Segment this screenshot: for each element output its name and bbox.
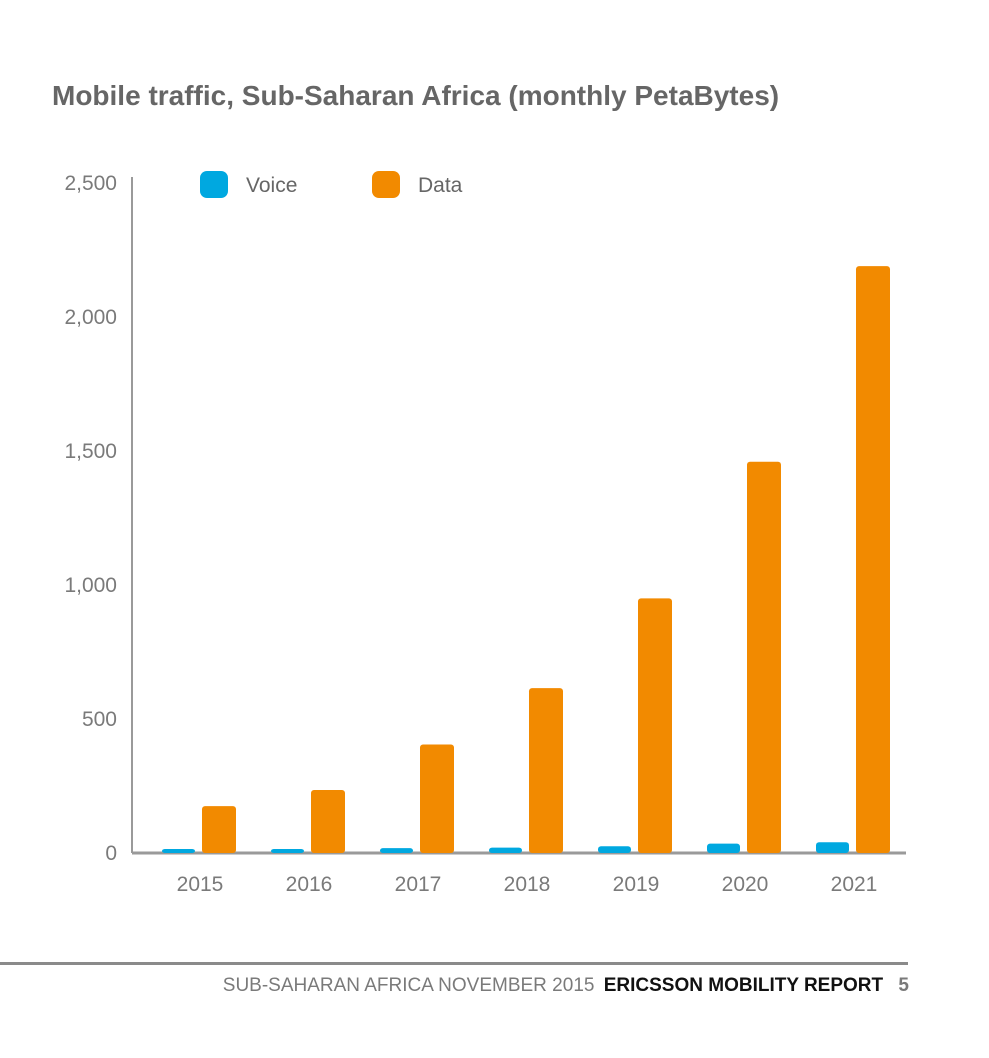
chart-title: Mobile traffic, Sub-Saharan Africa (mont… [52,80,780,111]
y-tick-label: 1,500 [64,440,117,463]
x-tick-label: 2021 [831,873,878,896]
footer-section: SUB-SAHARAN AFRICA NOVEMBER 2015 [222,975,595,996]
bar-data-2017 [420,744,454,853]
bar-data-2015 [202,806,236,853]
x-tick-label: 2015 [177,873,224,896]
bar-data-2019 [638,598,672,853]
x-tick-label: 2017 [395,873,442,896]
x-tick-label: 2018 [504,873,551,896]
y-tick-label: 1,000 [64,574,117,597]
y-tick-label: 0 [105,842,117,865]
bar-data-2021 [856,266,890,854]
bar-voice-2021 [816,842,849,853]
bar-voice-2018 [489,847,522,853]
legend-swatch-data [372,171,400,198]
bar-voice-2019 [598,846,631,853]
footer-divider [0,962,908,965]
x-tick-label: 2016 [286,873,333,896]
bar-voice-2016 [271,848,304,853]
bar-data-2018 [529,688,563,853]
y-tick-label: 2,500 [64,172,117,195]
y-tick-label: 2,000 [64,306,117,329]
x-tick-label: 2020 [722,873,769,896]
x-tick-label: 2019 [613,873,660,896]
y-tick-label: 500 [82,708,117,731]
footer: SUB-SAHARAN AFRICA NOVEMBER 2015 ERICSSO… [223,975,909,997]
legend-label-data: Data [418,174,463,197]
bar-data-2016 [311,790,345,853]
footer-publication: ERICSSON MOBILITY REPORT [603,975,884,996]
bar-voice-2017 [380,848,413,853]
legend-label-voice: Voice [246,174,297,197]
legend-swatch-voice [200,171,228,198]
bar-chart: 0 500 1,000 1,500 2,000 2,500 2015 2016 2017 2018… [64,171,906,896]
bar-voice-2020 [707,843,740,853]
bar-voice-2015 [162,848,195,853]
bar-data-2020 [747,461,781,853]
page-number: 5 [898,975,909,996]
